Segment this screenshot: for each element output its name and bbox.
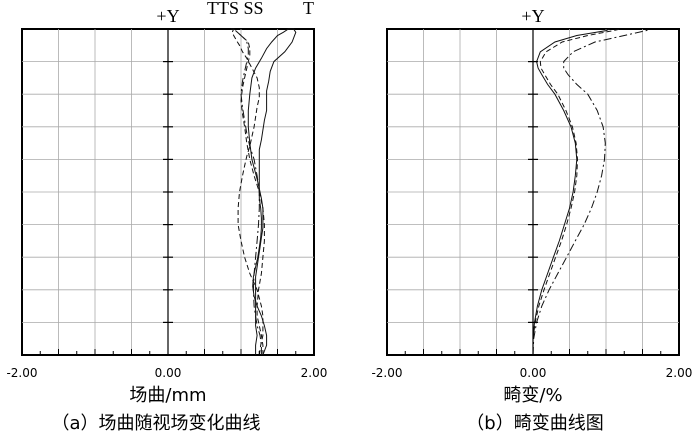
series-line	[232, 28, 262, 355]
distortion-chart: +Y -2.00 0.00 2.00 畸变/% （b）畸变曲线图	[371, 6, 692, 434]
caption: （b）畸变曲线图	[466, 413, 603, 434]
x-axis-ticks	[404, 349, 662, 355]
series-labels: TTS SS	[207, 0, 264, 18]
x-tick-label: -2.00	[6, 366, 37, 380]
series-line	[247, 28, 293, 355]
grid	[387, 29, 679, 355]
x-axis-ticks	[39, 349, 297, 355]
series-line	[231, 28, 264, 356]
series-line	[532, 28, 650, 356]
x-tick-label: 0.00	[520, 366, 547, 380]
series-label-t: T	[303, 0, 314, 18]
x-tick-label: -2.00	[371, 366, 402, 380]
series-line	[252, 28, 297, 356]
curves	[532, 28, 650, 356]
caption: （a）场曲随视场变化曲线	[51, 413, 260, 434]
curves	[230, 28, 297, 356]
axis-label-plus-y: +Y	[521, 6, 544, 26]
x-tick-label: 2.00	[301, 366, 328, 380]
x-axis-label: 畸变/%	[503, 385, 562, 406]
x-axis-label: 场曲/mm	[129, 385, 206, 406]
axis-label-plus-y: +Y	[156, 6, 179, 26]
series-line	[532, 28, 621, 355]
x-tick-label: 2.00	[666, 366, 693, 380]
x-tick-label: 0.00	[155, 366, 182, 380]
y-axis-ticks	[528, 60, 538, 323]
field-curvature-chart: +Y TTS SS T -2.00 0.00 2.00 场曲/mm （a）场曲随…	[6, 0, 327, 434]
y-axis-ticks	[163, 60, 173, 323]
series-line	[532, 28, 610, 355]
series-line	[230, 28, 265, 355]
